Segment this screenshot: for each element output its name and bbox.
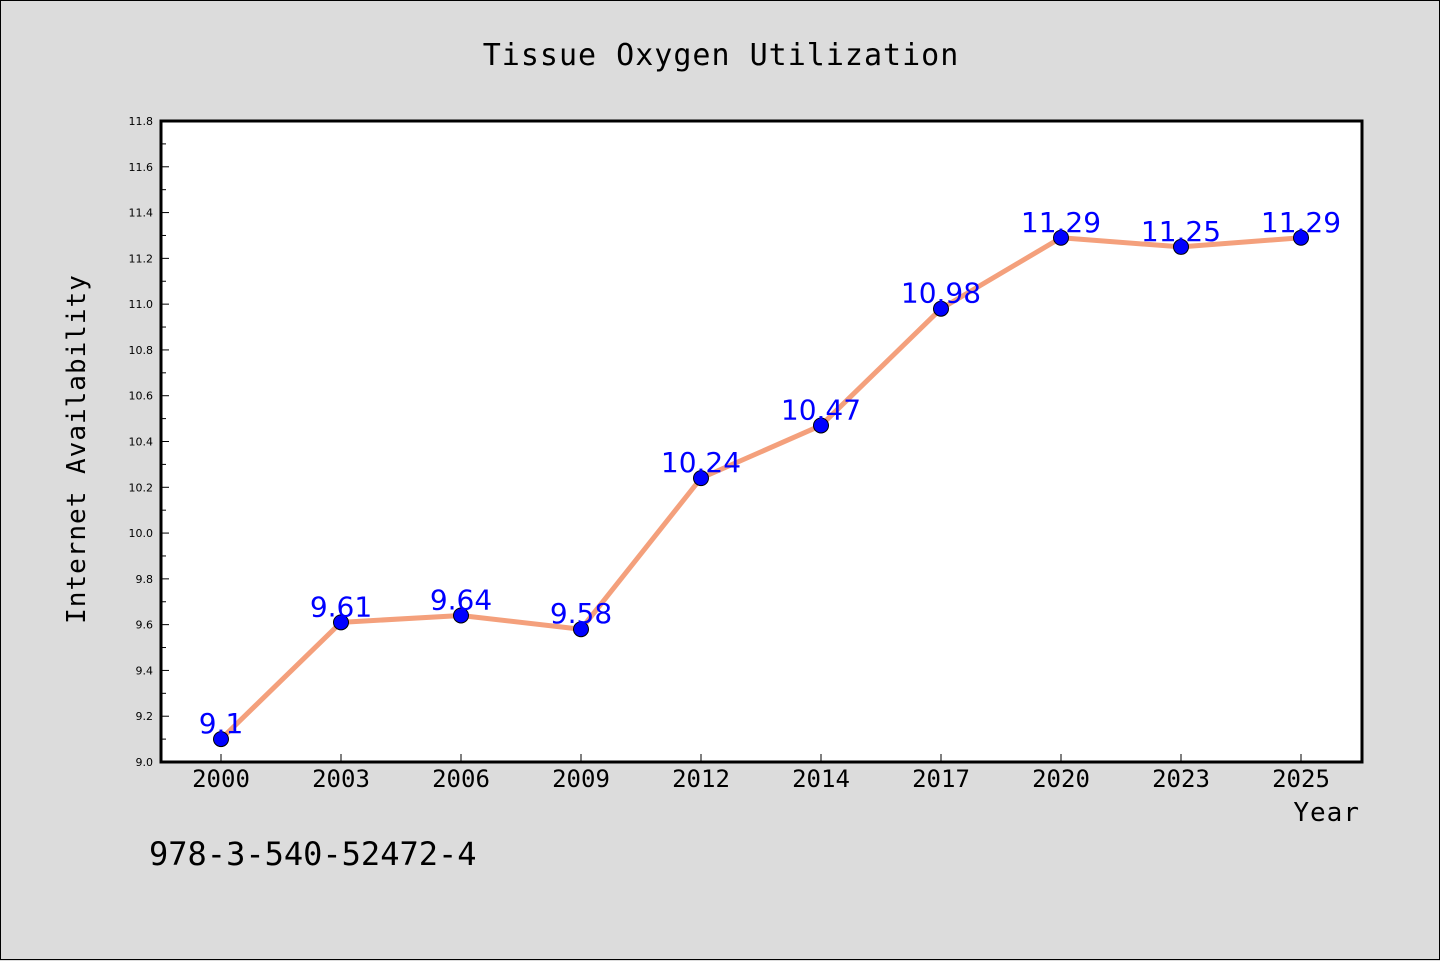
y-tick-label: 10.0 <box>129 527 154 540</box>
x-axis: 2000 2003 2006 2009 2012 2014 2017 2020 2023 2025 <box>192 754 1330 793</box>
data-label: 11.25 <box>1141 215 1221 248</box>
data-point <box>933 300 949 317</box>
data-label: 11.29 <box>1021 206 1101 239</box>
data-label: 9.58 <box>550 597 612 630</box>
data-label: 10.47 <box>781 393 861 426</box>
data-label: 9.1 <box>199 707 244 740</box>
y-tick-label: 9.0 <box>136 756 154 769</box>
chart-title: Tissue Oxygen Utilization <box>483 38 960 73</box>
x-tick-label: 2012 <box>672 765 730 793</box>
isbn-annotation: 978-3-540-52472-4 <box>149 835 477 873</box>
y-tick-label: 11.6 <box>129 161 154 174</box>
data-label: 9.61 <box>310 590 372 623</box>
y-tick-label: 9.6 <box>136 619 154 632</box>
data-label: 10.98 <box>901 277 981 310</box>
data-point <box>213 731 229 748</box>
x-tick-label: 2000 <box>192 765 250 793</box>
data-point <box>573 621 589 638</box>
data-point <box>453 607 469 624</box>
data-point <box>1293 229 1309 246</box>
y-tick-label: 11.0 <box>129 298 154 311</box>
data-label: 10.24 <box>661 446 741 479</box>
x-tick-label: 2020 <box>1032 765 1090 793</box>
x-tick-label: 2017 <box>912 765 970 793</box>
y-tick-label: 9.4 <box>136 664 154 677</box>
data-point <box>1173 238 1189 255</box>
x-tick-label: 2014 <box>792 765 850 793</box>
x-tick-label: 2025 <box>1272 765 1330 793</box>
data-labels: 9.1 9.61 9.64 9.58 10.24 10.47 10.98 11.29 11.25… <box>199 206 1341 740</box>
y-tick-label: 11.2 <box>129 252 154 265</box>
x-axis-label: Year <box>1293 798 1360 828</box>
plot-area <box>159 119 1364 764</box>
data-label: 11.29 <box>1261 206 1341 239</box>
data-point <box>693 470 709 487</box>
series-markers <box>213 229 1309 748</box>
x-tick-label: 2003 <box>312 765 370 793</box>
y-tick-label: 9.2 <box>136 710 154 723</box>
y-tick-label: 10.6 <box>129 390 154 403</box>
x-tick-label: 2023 <box>1152 765 1210 793</box>
series-line <box>219 235 1302 741</box>
y-axis-label: Internet Availability <box>62 274 92 624</box>
x-tick-label: 2006 <box>432 765 490 793</box>
data-point <box>333 614 349 631</box>
data-point <box>1053 229 1069 246</box>
x-tick-label: 2009 <box>552 765 610 793</box>
data-label: 9.64 <box>430 583 492 616</box>
y-tick-label: 10.8 <box>129 344 154 357</box>
y-tick-label: 11.4 <box>129 207 154 220</box>
y-tick-label: 11.8 <box>129 115 154 128</box>
y-tick-label: 10.4 <box>129 436 154 449</box>
y-tick-label: 9.8 <box>136 573 154 586</box>
y-tick-label: 10.2 <box>129 481 154 494</box>
y-axis: 9.0 9.2 9.4 9.6 9.8 10.0 10.2 10.4 10.6 10.8 11.0 1… <box>129 115 169 769</box>
data-point <box>813 417 829 434</box>
